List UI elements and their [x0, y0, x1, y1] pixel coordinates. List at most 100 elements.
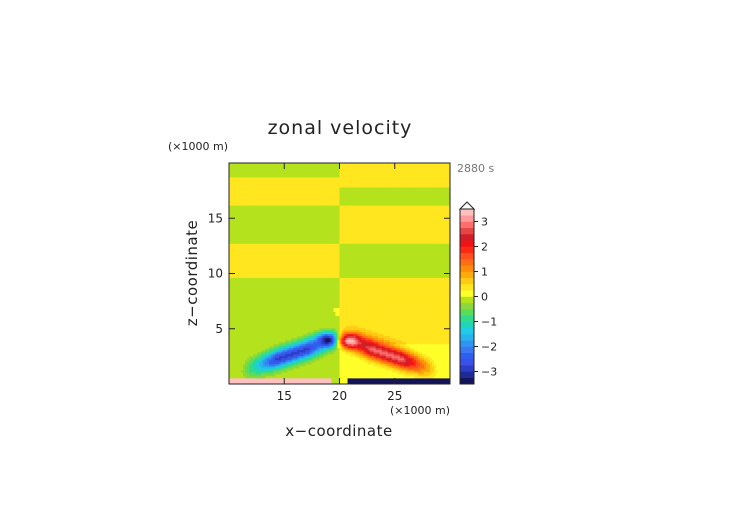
field-cell	[415, 349, 419, 353]
field-cell	[373, 371, 377, 375]
field-cell	[391, 351, 395, 355]
field-cell	[311, 337, 314, 341]
field-cell	[259, 361, 262, 365]
field-cell	[319, 373, 322, 377]
field-cell	[241, 337, 244, 341]
field-cell	[371, 379, 375, 383]
field-cell	[401, 345, 405, 349]
field-cell	[309, 375, 312, 379]
field-cell	[287, 379, 290, 383]
field-cell	[395, 379, 399, 383]
field-cell	[281, 361, 284, 365]
field-cell	[347, 373, 350, 377]
field-cell	[419, 355, 423, 359]
field-cell	[313, 345, 316, 349]
field-cell	[291, 365, 294, 369]
field-cell	[389, 349, 393, 353]
field-cell	[245, 377, 248, 381]
field-cell	[363, 357, 367, 361]
field-cell	[447, 373, 450, 377]
field-cell	[253, 343, 256, 347]
field-cell	[425, 339, 429, 343]
field-cell	[235, 357, 238, 361]
field-cell	[349, 355, 352, 359]
field-cell	[423, 367, 427, 371]
field-cell	[263, 379, 266, 383]
field-cell	[367, 361, 371, 365]
field-cell	[327, 357, 330, 361]
field-cell	[249, 359, 252, 363]
field-cell	[245, 379, 248, 383]
field-cell	[399, 353, 403, 357]
field-cell	[371, 349, 375, 353]
field-cell	[285, 347, 288, 351]
field-cell	[415, 343, 419, 347]
field-cell	[345, 349, 348, 353]
field-cell	[413, 379, 417, 383]
field-cell	[263, 351, 266, 355]
field-cell	[245, 353, 248, 357]
field-cell	[409, 347, 413, 351]
field-cell	[253, 373, 256, 377]
field-cell	[247, 341, 250, 345]
field-cell	[265, 355, 268, 359]
field-cell	[435, 381, 439, 384]
field-cell	[277, 361, 280, 365]
field-cell	[359, 375, 362, 379]
field-cell	[259, 345, 262, 349]
field-cell	[307, 371, 310, 375]
field-cell	[277, 381, 280, 384]
field-cell	[317, 349, 320, 353]
field-cell	[347, 365, 350, 369]
field-cell	[371, 359, 375, 363]
field-cell	[421, 351, 425, 355]
field-cell	[299, 365, 302, 369]
field-cell	[433, 343, 437, 347]
field-cell	[401, 349, 405, 353]
field-cell	[411, 357, 415, 361]
field-cell	[439, 341, 443, 345]
field-cell	[351, 337, 354, 341]
field-cell	[263, 345, 266, 349]
field-cell	[271, 341, 274, 345]
field-cell	[383, 345, 387, 349]
field-cell	[293, 381, 296, 384]
field-cell	[243, 379, 246, 383]
field-cell	[417, 355, 421, 359]
field-cell	[295, 347, 298, 351]
field-cell	[327, 355, 330, 359]
field-cell	[297, 377, 300, 381]
field-cell	[439, 347, 443, 351]
field-cell	[307, 361, 310, 365]
field-cell	[257, 359, 260, 363]
field-cell	[231, 345, 234, 349]
field-cell	[301, 379, 304, 383]
field-cell	[417, 367, 421, 371]
field-cell	[351, 349, 354, 353]
field-cell	[331, 379, 334, 383]
field-cell	[233, 359, 236, 363]
field-cell	[405, 359, 409, 363]
field-cell	[313, 359, 316, 363]
field-cell	[403, 345, 407, 349]
field-cell	[247, 355, 250, 359]
field-cell	[361, 351, 365, 355]
field-cell	[237, 363, 240, 367]
field-cell	[315, 381, 318, 384]
field-cell	[231, 381, 234, 384]
field-cell	[273, 363, 276, 367]
field-cell	[387, 351, 391, 355]
field-cell	[321, 375, 324, 379]
field-cell	[331, 373, 334, 377]
field-cell	[343, 369, 346, 373]
field-cell	[339, 373, 342, 377]
field-cell	[327, 353, 330, 357]
field-cell	[255, 371, 258, 375]
field-cell	[325, 341, 328, 345]
field-cell	[255, 365, 258, 369]
field-cell	[441, 349, 445, 353]
field-cell	[313, 337, 316, 341]
field-cell	[241, 365, 244, 369]
field-cell	[251, 341, 254, 345]
field-cell	[435, 365, 439, 369]
